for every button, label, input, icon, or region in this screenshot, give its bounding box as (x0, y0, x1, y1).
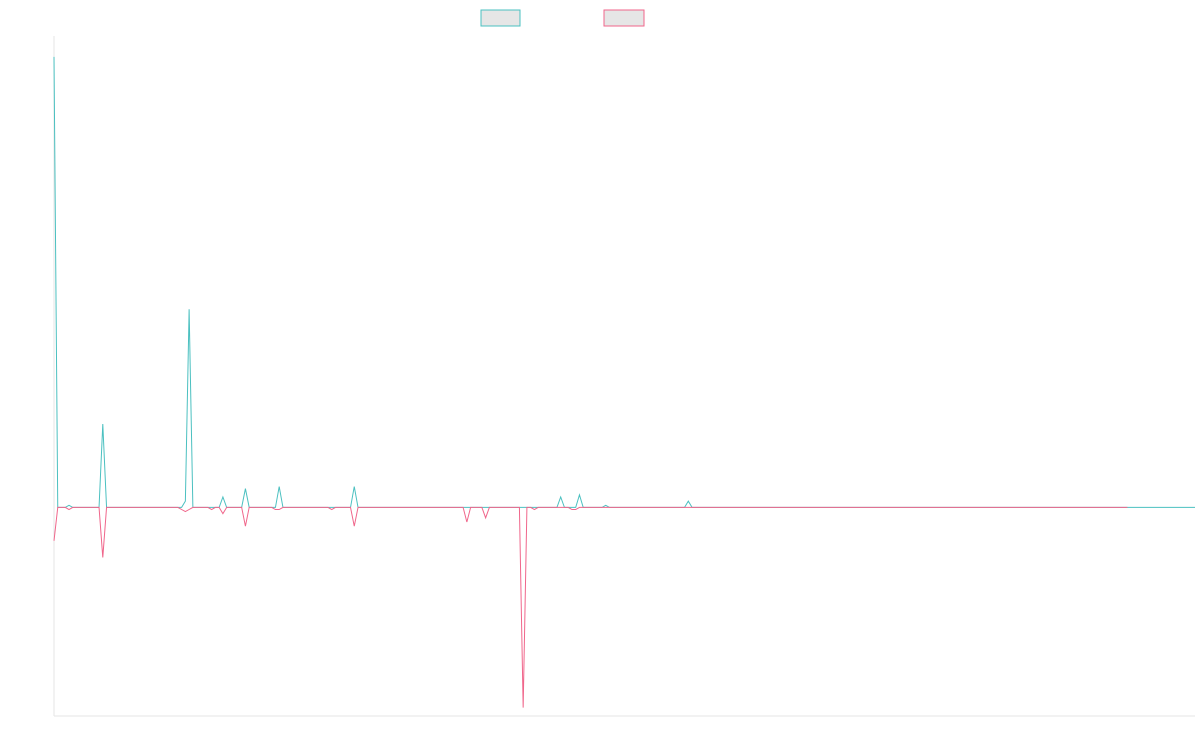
plot-area (53, 36, 1195, 717)
series-line-1 (53, 56, 1195, 508)
series-layer (53, 56, 1195, 708)
legend-swatch-series-1[interactable] (480, 9, 521, 27)
series-line-2 (53, 506, 1128, 708)
legend-swatch-series-2[interactable] (603, 9, 645, 27)
legend (480, 9, 645, 27)
